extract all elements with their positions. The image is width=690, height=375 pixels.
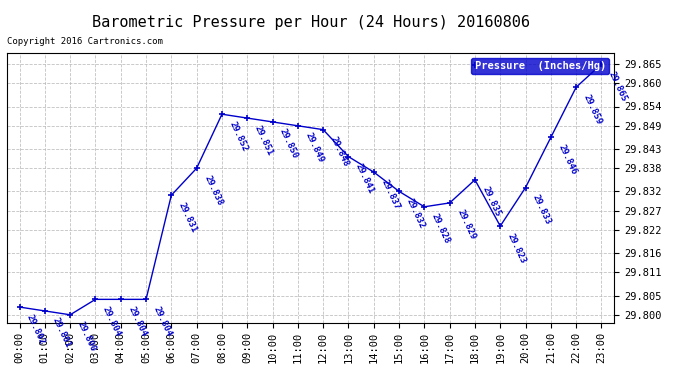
Pressure  (Inches/Hg): [319, 128, 327, 132]
Pressure  (Inches/Hg): [471, 177, 479, 182]
Pressure  (Inches/Hg): [496, 224, 504, 228]
Text: 29.804: 29.804: [101, 305, 123, 338]
Pressure  (Inches/Hg): [294, 123, 302, 128]
Pressure  (Inches/Hg): [142, 297, 150, 302]
Pressure  (Inches/Hg): [598, 62, 606, 66]
Text: 29.801: 29.801: [50, 316, 72, 350]
Pressure  (Inches/Hg): [41, 309, 49, 313]
Pressure  (Inches/Hg): [117, 297, 125, 302]
Pressure  (Inches/Hg): [243, 116, 251, 120]
Text: 29.804: 29.804: [126, 305, 148, 338]
Pressure  (Inches/Hg): [572, 85, 580, 90]
Text: 29.833: 29.833: [531, 193, 553, 226]
Text: 29.838: 29.838: [202, 174, 224, 207]
Text: 29.802: 29.802: [25, 313, 47, 346]
Text: 29.800: 29.800: [76, 320, 97, 353]
Text: 29.804: 29.804: [152, 305, 173, 338]
Text: 29.835: 29.835: [480, 185, 502, 218]
Text: 29.850: 29.850: [278, 128, 300, 160]
Text: 29.865: 29.865: [607, 70, 629, 103]
Text: 29.852: 29.852: [228, 120, 249, 153]
Pressure  (Inches/Hg): [344, 154, 353, 159]
Text: 29.828: 29.828: [430, 212, 452, 245]
Pressure  (Inches/Hg): [446, 201, 454, 205]
Text: 29.829: 29.829: [455, 209, 477, 242]
Text: Barometric Pressure per Hour (24 Hours) 20160806: Barometric Pressure per Hour (24 Hours) …: [92, 15, 529, 30]
Pressure  (Inches/Hg): [193, 166, 201, 171]
Text: 29.832: 29.832: [404, 197, 426, 230]
Pressure  (Inches/Hg): [91, 297, 99, 302]
Text: 29.841: 29.841: [354, 162, 376, 195]
Pressure  (Inches/Hg): [395, 189, 403, 194]
Pressure  (Inches/Hg): [370, 170, 378, 174]
Text: 29.851: 29.851: [253, 124, 275, 157]
Text: 29.823: 29.823: [506, 232, 528, 265]
Text: 29.848: 29.848: [328, 135, 351, 168]
Pressure  (Inches/Hg): [15, 305, 23, 309]
Pressure  (Inches/Hg): [522, 185, 530, 190]
Text: 29.837: 29.837: [380, 178, 401, 211]
Text: 29.849: 29.849: [304, 131, 325, 164]
Line: Pressure  (Inches/Hg): Pressure (Inches/Hg): [16, 61, 605, 318]
Text: Copyright 2016 Cartronics.com: Copyright 2016 Cartronics.com: [7, 38, 163, 46]
Pressure  (Inches/Hg): [420, 204, 428, 209]
Pressure  (Inches/Hg): [66, 312, 75, 317]
Pressure  (Inches/Hg): [268, 120, 277, 124]
Text: 29.846: 29.846: [556, 143, 578, 176]
Pressure  (Inches/Hg): [167, 193, 175, 198]
Text: 29.831: 29.831: [177, 201, 199, 234]
Text: 29.859: 29.859: [582, 93, 604, 126]
Pressure  (Inches/Hg): [546, 135, 555, 140]
Legend: Pressure  (Inches/Hg): Pressure (Inches/Hg): [471, 58, 609, 74]
Pressure  (Inches/Hg): [218, 112, 226, 117]
